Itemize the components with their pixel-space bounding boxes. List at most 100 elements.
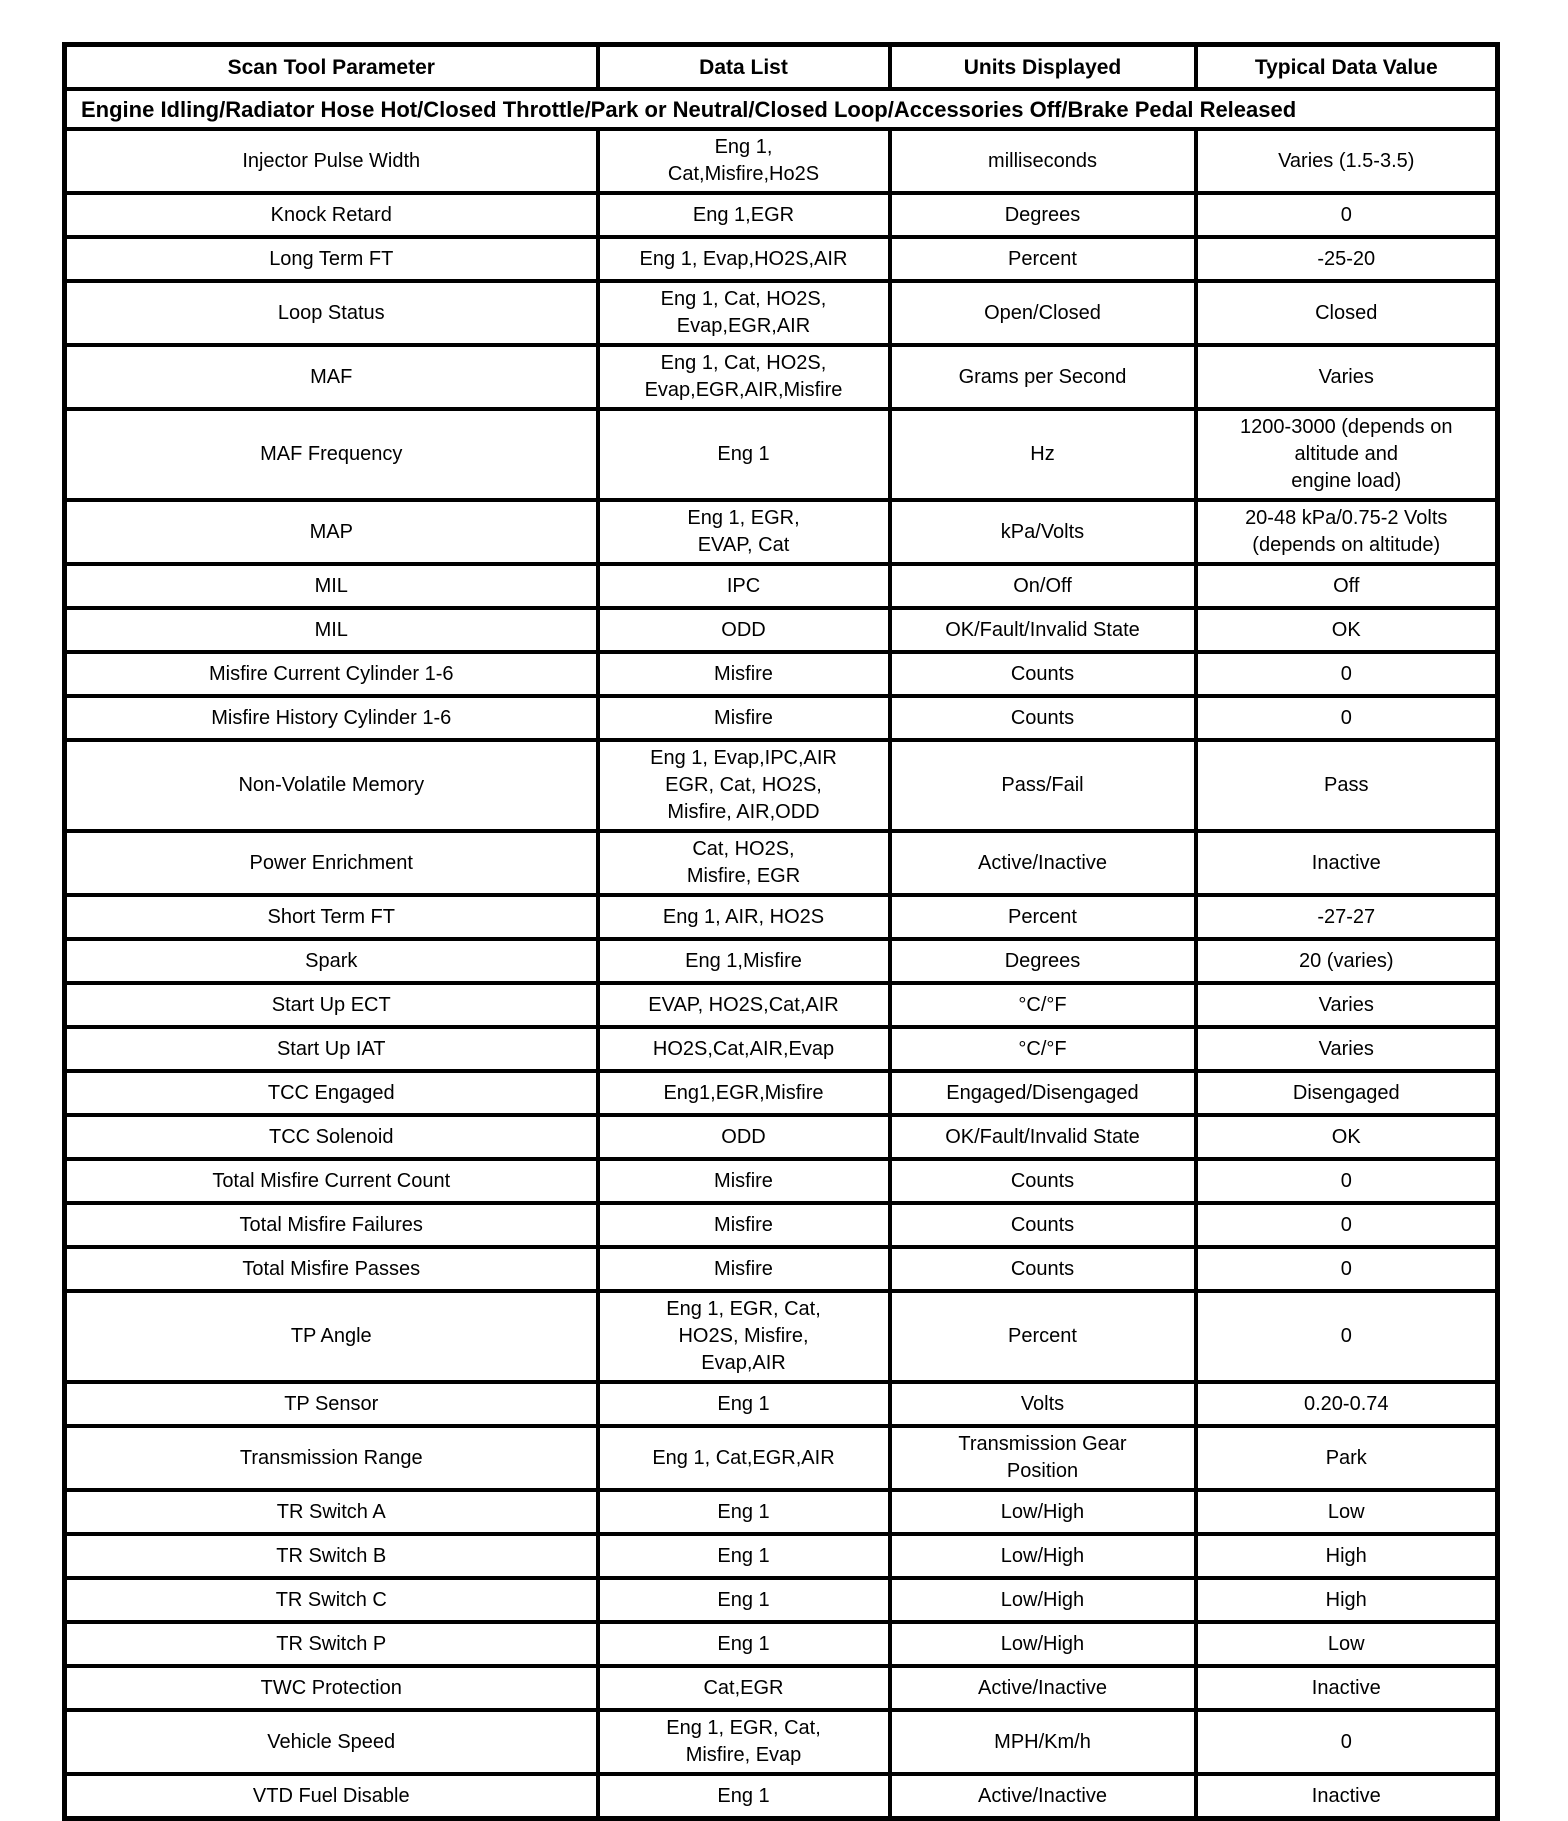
typical-value-cell: -25-20 [1193,235,1500,283]
data-list-cell: Eng 1, Cat, HO2S, Evap,EGR,AIR [595,279,892,347]
data-list-cell: Eng 1 [595,1620,892,1668]
data-list-cell: Eng 1, Cat,Misfire,Ho2S [595,127,892,195]
test-condition-text: Engine Idling/Radiator Hose Hot/Closed T… [62,87,1500,131]
parameter-cell: Start Up ECT [62,981,600,1029]
units-cell: Volts [887,1380,1198,1428]
table-row: Total Misfire Failures Misfire Counts 0 [62,1201,1500,1249]
data-list-cell: Eng 1 [595,1488,892,1536]
table-row: TR Switch P Eng 1 Low/High Low [62,1620,1500,1668]
typical-value-cell: Inactive [1193,1664,1500,1712]
table-row: TR Switch B Eng 1 Low/High High [62,1532,1500,1580]
table-row: Injector Pulse Width Eng 1, Cat,Misfire,… [62,127,1500,195]
parameter-cell: TP Sensor [62,1380,600,1428]
parameter-cell: Spark [62,937,600,985]
data-list-cell: ODD [595,1113,892,1161]
scan-tool-parameter-table: Scan Tool Parameter Data List Units Disp… [62,42,1500,1821]
parameter-cell: TR Switch B [62,1532,600,1580]
header-typical-data-value: Typical Data Value [1193,42,1500,91]
typical-value-cell: 0 [1193,1157,1500,1205]
data-list-cell: Misfire [595,650,892,698]
table-row: Spark Eng 1,Misfire Degrees 20 (varies) [62,937,1500,985]
units-cell: Degrees [887,937,1198,985]
typical-value-cell: 0 [1193,694,1500,742]
parameter-cell: VTD Fuel Disable [62,1772,600,1821]
parameter-cell: MAP [62,498,600,566]
parameter-cell: Misfire History Cylinder 1-6 [62,694,600,742]
typical-value-cell: Inactive [1193,1772,1500,1821]
units-cell: Low/High [887,1620,1198,1668]
parameter-cell: TP Angle [62,1289,600,1384]
table-row: MAF Frequency Eng 1 Hz 1200-3000 (depend… [62,407,1500,502]
units-cell: °C/°F [887,981,1198,1029]
units-cell: Low/High [887,1488,1198,1536]
typical-value-cell: Varies [1193,981,1500,1029]
data-list-cell: Eng 1 [595,1532,892,1580]
data-list-cell: Misfire [595,1245,892,1293]
table-row: MAP Eng 1, EGR, EVAP, Cat kPa/Volts 20-4… [62,498,1500,566]
data-list-cell: Eng 1 [595,1772,892,1821]
table-row: Non-Volatile Memory Eng 1, Evap,IPC,AIR … [62,738,1500,833]
table-row: Start Up ECT EVAP, HO2S,Cat,AIR °C/°F Va… [62,981,1500,1029]
typical-value-cell: OK [1193,606,1500,654]
units-cell: Open/Closed [887,279,1198,347]
data-list-cell: HO2S,Cat,AIR,Evap [595,1025,892,1073]
parameter-cell: Total Misfire Current Count [62,1157,600,1205]
units-cell: Degrees [887,191,1198,239]
table-row: Total Misfire Passes Misfire Counts 0 [62,1245,1500,1293]
parameter-cell: TR Switch C [62,1576,600,1624]
parameter-cell: Knock Retard [62,191,600,239]
typical-value-cell: 0 [1193,650,1500,698]
typical-value-cell: 20 (varies) [1193,937,1500,985]
data-list-cell: Eng 1 [595,1380,892,1428]
units-cell: Counts [887,694,1198,742]
units-cell: Grams per Second [887,343,1198,411]
typical-value-cell: Low [1193,1620,1500,1668]
parameter-cell: Misfire Current Cylinder 1-6 [62,650,600,698]
data-list-cell: Eng 1, AIR, HO2S [595,893,892,941]
data-list-cell: Eng 1,Misfire [595,937,892,985]
parameter-cell: TR Switch A [62,1488,600,1536]
table-row: TR Switch C Eng 1 Low/High High [62,1576,1500,1624]
data-list-cell: Misfire [595,1157,892,1205]
table-row: MIL ODD OK/Fault/Invalid State OK [62,606,1500,654]
table-row: Misfire History Cylinder 1-6 Misfire Cou… [62,694,1500,742]
data-list-cell: Misfire [595,694,892,742]
parameter-cell: Non-Volatile Memory [62,738,600,833]
typical-value-cell: 0 [1193,1708,1500,1776]
header-row: Scan Tool Parameter Data List Units Disp… [62,42,1500,91]
parameter-cell: Loop Status [62,279,600,347]
data-list-cell: Eng 1, EGR, Cat, Misfire, Evap [595,1708,892,1776]
typical-value-cell: 1200-3000 (depends on altitude and engin… [1193,407,1500,502]
units-cell: OK/Fault/Invalid State [887,606,1198,654]
table-row: Long Term FT Eng 1, Evap,HO2S,AIR Percen… [62,235,1500,283]
typical-value-cell: High [1193,1576,1500,1624]
typical-value-cell: Park [1193,1424,1500,1492]
data-list-cell: Eng 1, Cat,EGR,AIR [595,1424,892,1492]
typical-value-cell: Varies [1193,1025,1500,1073]
units-cell: Counts [887,1157,1198,1205]
units-cell: kPa/Volts [887,498,1198,566]
data-list-cell: Eng 1,EGR [595,191,892,239]
scanned-document-page: Scan Tool Parameter Data List Units Disp… [62,42,1500,1821]
table-row: Transmission Range Eng 1, Cat,EGR,AIR Tr… [62,1424,1500,1492]
typical-value-cell: 0 [1193,1245,1500,1293]
table-row: TR Switch A Eng 1 Low/High Low [62,1488,1500,1536]
typical-value-cell: Off [1193,562,1500,610]
data-list-cell: Eng 1, Cat, HO2S, Evap,EGR,AIR,Misfire [595,343,892,411]
units-cell: Percent [887,893,1198,941]
units-cell: Low/High [887,1532,1198,1580]
units-cell: Low/High [887,1576,1198,1624]
condition-row: Engine Idling/Radiator Hose Hot/Closed T… [62,87,1500,131]
data-list-cell: Eng 1 [595,1576,892,1624]
parameter-cell: MIL [62,606,600,654]
typical-value-cell: OK [1193,1113,1500,1161]
data-list-cell: EVAP, HO2S,Cat,AIR [595,981,892,1029]
parameter-cell: Total Misfire Passes [62,1245,600,1293]
table-header: Scan Tool Parameter Data List Units Disp… [62,42,1500,131]
data-list-cell: Misfire [595,1201,892,1249]
units-cell: Counts [887,1201,1198,1249]
units-cell: Counts [887,1245,1198,1293]
typical-value-cell: 0 [1193,1201,1500,1249]
table-row: TWC Protection Cat,EGR Active/Inactive I… [62,1664,1500,1712]
data-list-cell: Eng 1, Evap,IPC,AIR EGR, Cat, HO2S, Misf… [595,738,892,833]
